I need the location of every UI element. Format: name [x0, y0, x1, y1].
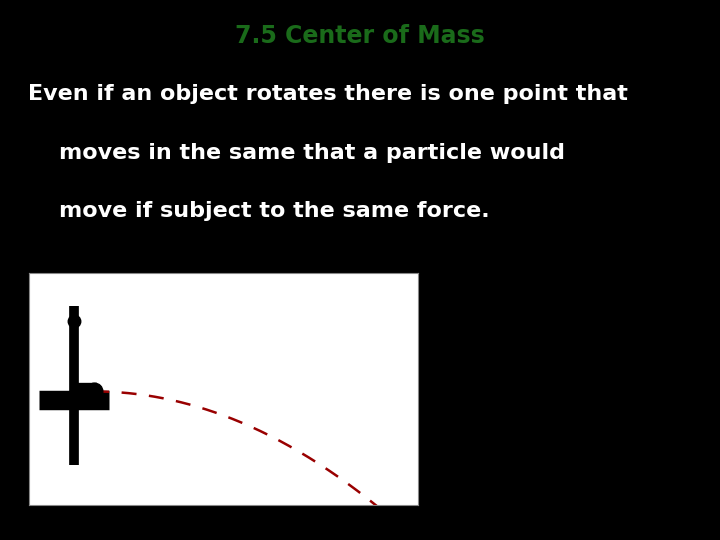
Text: moves in the same that a particle would: moves in the same that a particle would [28, 143, 565, 163]
Text: 7.5 Center of Mass: 7.5 Center of Mass [235, 24, 485, 49]
Text: Even if an object rotates there is one point that: Even if an object rotates there is one p… [28, 84, 628, 104]
Text: move if subject to the same force.: move if subject to the same force. [28, 201, 490, 221]
Text: 7-5: 7-5 [641, 510, 673, 528]
